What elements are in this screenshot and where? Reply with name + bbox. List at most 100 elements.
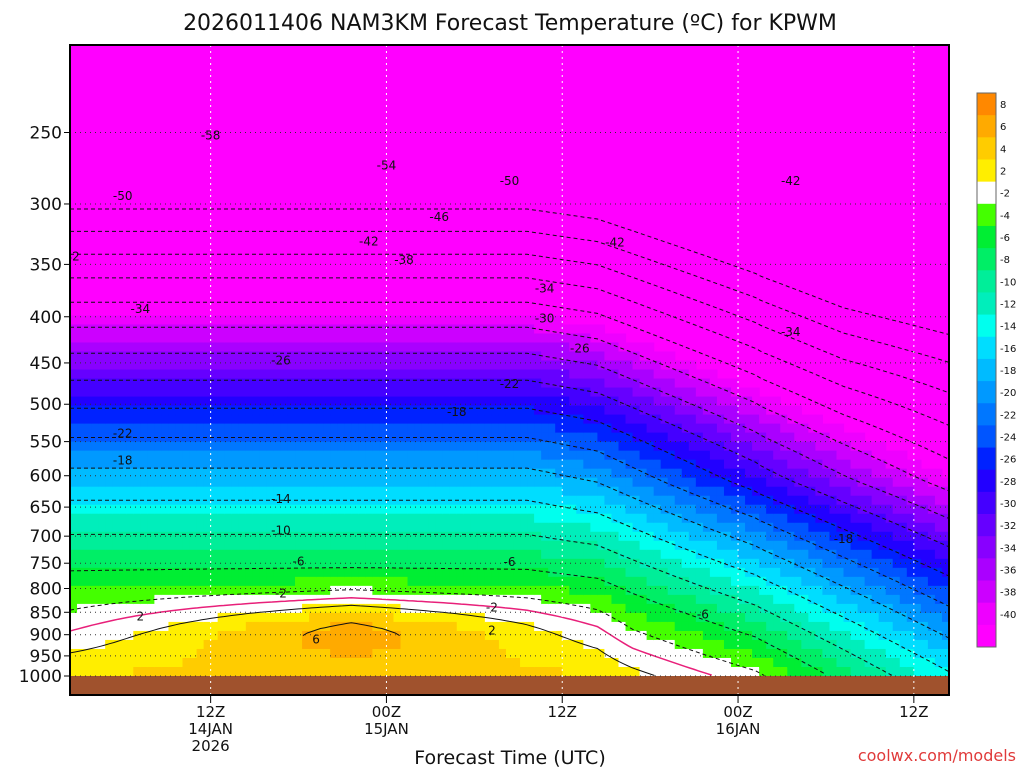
field-cell	[449, 576, 458, 587]
field-cell	[527, 324, 535, 335]
field-cell	[590, 459, 598, 470]
field-cell	[498, 342, 507, 353]
field-cell	[463, 450, 472, 461]
field-cell	[168, 477, 177, 488]
field-cell	[548, 585, 556, 596]
field-cell	[386, 666, 395, 677]
field-cell	[738, 585, 746, 596]
field-cell	[618, 432, 627, 443]
field-cell	[941, 522, 949, 533]
field-cell	[843, 495, 852, 506]
field-cell	[878, 477, 887, 488]
field-cell	[77, 540, 85, 551]
field-cell	[899, 468, 908, 479]
field-cell	[287, 630, 296, 641]
field-cell	[660, 603, 669, 614]
field-cell	[520, 324, 528, 335]
field-cell	[787, 450, 795, 461]
field-cell	[702, 459, 711, 470]
field-cell	[505, 387, 514, 398]
field-cell	[801, 585, 809, 596]
field-cell	[731, 540, 739, 551]
field-cell	[147, 342, 155, 353]
field-cell	[217, 396, 226, 407]
field-cell	[731, 621, 739, 632]
field-cell	[344, 387, 352, 398]
field-cell	[302, 333, 310, 344]
field-cell	[639, 522, 648, 533]
field-cell	[829, 504, 838, 515]
field-cell	[583, 657, 591, 668]
field-cell	[77, 351, 85, 362]
colorbar-label: -40	[1000, 610, 1016, 621]
field-cell	[484, 621, 493, 632]
field-cell	[555, 423, 563, 434]
field-cell	[632, 441, 641, 452]
field-cell	[175, 414, 184, 425]
field-cell	[498, 486, 507, 497]
field-cell	[175, 513, 184, 524]
field-cell	[794, 405, 802, 416]
field-cell	[513, 657, 521, 668]
field-cell	[245, 414, 254, 425]
field-cell	[927, 486, 936, 497]
field-cell	[548, 333, 556, 344]
field-cell	[709, 648, 718, 659]
field-cell	[182, 639, 191, 650]
field-cell	[400, 324, 409, 335]
field-cell	[442, 414, 451, 425]
isotherm-label: -38	[394, 253, 414, 267]
field-cell	[323, 657, 331, 668]
field-cell	[154, 540, 163, 551]
field-cell	[850, 639, 859, 650]
field-cell	[639, 414, 648, 425]
field-cell	[316, 342, 324, 353]
field-cell	[780, 531, 788, 542]
field-cell	[822, 657, 831, 668]
field-cell	[597, 612, 606, 623]
field-cell	[154, 441, 163, 452]
field-cell	[660, 450, 669, 461]
field-cell	[660, 432, 669, 443]
field-cell	[576, 378, 584, 389]
field-cell	[759, 576, 767, 587]
field-cell	[885, 612, 894, 623]
field-cell	[520, 621, 528, 632]
field-cell	[449, 387, 458, 398]
field-cell	[84, 369, 92, 380]
field-cell	[91, 657, 99, 668]
field-cell	[182, 657, 191, 668]
field-cell	[84, 324, 92, 335]
field-cell	[477, 531, 486, 542]
field-cell	[794, 477, 802, 488]
field-cell	[787, 576, 795, 587]
field-cell	[280, 585, 289, 596]
field-cell	[126, 630, 134, 641]
field-cell	[773, 648, 781, 659]
isotherm-label-text: -26	[570, 342, 590, 356]
field-cell	[252, 603, 261, 614]
field-cell	[646, 486, 655, 497]
field-cell	[84, 603, 92, 614]
field-cell	[428, 531, 437, 542]
field-cell	[829, 621, 838, 632]
field-cell	[231, 504, 240, 515]
field-cell	[161, 432, 170, 443]
field-cell	[653, 477, 662, 488]
field-cell	[590, 468, 598, 479]
field-cell	[428, 585, 437, 596]
field-cell	[836, 639, 845, 650]
field-cell	[520, 369, 528, 380]
field-cell	[639, 513, 648, 524]
field-cell	[505, 585, 514, 596]
field-cell	[632, 477, 641, 488]
field-cell	[716, 594, 725, 605]
field-cell	[745, 504, 753, 515]
field-cell	[407, 621, 416, 632]
field-cell	[576, 540, 584, 551]
field-cell	[428, 351, 437, 362]
field-cell	[477, 486, 486, 497]
field-cell	[667, 360, 676, 371]
field-cell	[491, 621, 500, 632]
field-cell	[77, 360, 85, 371]
